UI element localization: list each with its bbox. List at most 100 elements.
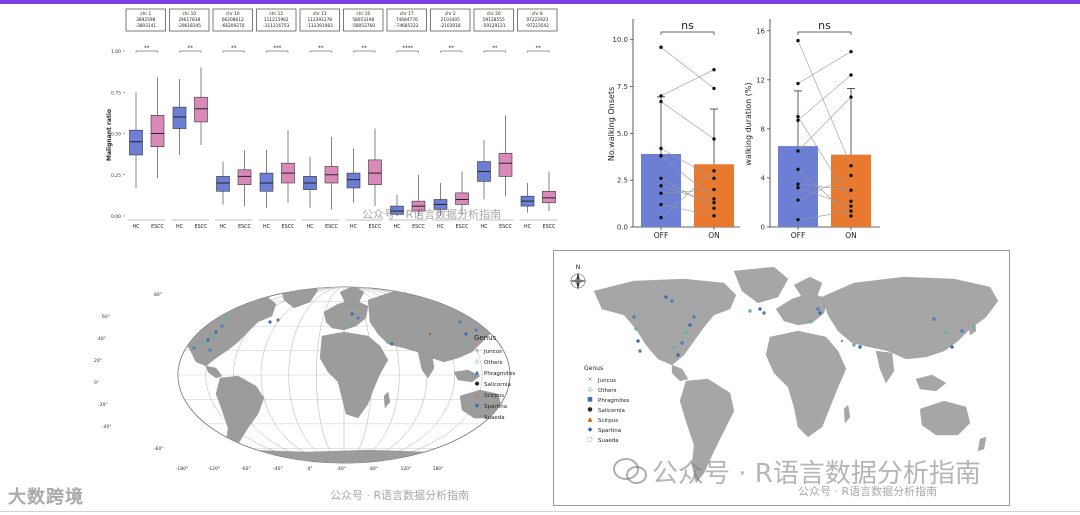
map1-lat-label-0: 80° [154, 292, 162, 298]
map1-meridian-11 [205, 287, 483, 463]
group-label-8-1: ESCC [499, 224, 512, 230]
bar2-point-off-1 [796, 81, 800, 86]
bar2-point-on-1 [849, 49, 853, 54]
sig-label-2: ** [231, 46, 237, 52]
watermark-small-3: 公众号 · R语言数据分析指南 [362, 208, 502, 221]
map2-frame [553, 250, 1010, 506]
bar1-point-off-4 [659, 154, 663, 158]
sig-bracket-0 [135, 50, 158, 53]
bar1-sig-label: ns [681, 19, 694, 32]
sig-label-6: **** [402, 46, 413, 52]
map2-point-2 [636, 339, 640, 343]
boxplot-ytick-2: 0.50 [111, 132, 121, 138]
map2-point-12 [762, 311, 766, 315]
map2-legend-label-3: Salicornia [598, 408, 625, 414]
group-label-5-0: HC [350, 224, 358, 230]
panel-header-line-1-2: -29618345 [178, 23, 202, 29]
map1-legend-label-0: Juncus [483, 349, 502, 355]
bar2-point-off-9 [796, 217, 800, 222]
box-2-1 [237, 169, 252, 185]
panel-header-2 [212, 8, 253, 32]
bar2-pair-line-6 [797, 183, 852, 191]
map1-meridian-8 [288, 287, 400, 463]
group-label-1-0: HC [176, 224, 184, 230]
group-label-9-1: ESCC [543, 224, 556, 230]
bar1-point-on-2 [712, 137, 716, 141]
map1-lon-label-3: -40° [273, 466, 283, 472]
bar2-ytick-1: 4 [761, 174, 766, 182]
bar2-point-on-9 [849, 209, 853, 213]
map1-legend-symbol-0: × [475, 348, 480, 354]
bar2-point-off-7 [796, 186, 800, 190]
map1-legend-label-6: Suaeda [484, 415, 505, 421]
group-label-1-1: ESCC [195, 224, 208, 230]
map2-legend-label-0: Juncus [597, 378, 616, 384]
panel-header-line-8-2: -59129121 [482, 23, 506, 29]
bar1-pair-line-3 [660, 148, 715, 179]
map2-legend-symbol-6: □ [587, 436, 593, 443]
bar2-ytick-0: 0 [761, 224, 765, 232]
panel-header-line-2-0: chr 10 [226, 11, 240, 17]
bar1-ytick-1: 2.5 [617, 177, 628, 185]
bar2-point-on-2 [849, 199, 853, 203]
map2-legend-label-2: Phragmites [598, 398, 629, 404]
bar2-point-on-5 [849, 214, 853, 218]
map1-lon-label-7: 120° [401, 466, 412, 472]
map1-lon-label-5: 40° [338, 466, 346, 472]
bar2-point-on-4 [849, 95, 853, 99]
group-label-4-0: HC [307, 224, 315, 230]
map2-point-4 [672, 345, 676, 349]
map1-sample-points [178, 312, 478, 352]
map1-lat-label-6: -40° [102, 424, 112, 430]
watermark-small-2: 公众号 · R语言数据分析指南 [798, 485, 938, 498]
map1-lat-label-4: 0° [94, 380, 99, 386]
map1-point-6 [208, 348, 212, 352]
sig-bracket-6 [396, 50, 419, 53]
map1-legend-label-3: Salicornia [484, 382, 511, 388]
map2-point-11 [758, 307, 762, 311]
panel-header-line-7-0: chr 2 [445, 11, 456, 17]
box-9-1 [542, 190, 556, 204]
bar1-sig-bracket [660, 31, 715, 35]
map1-legend-symbol-1: ◎ [475, 359, 480, 365]
panel-header-line-0-1: 3892598 [136, 17, 155, 23]
bar2-pair-line-4 [797, 96, 852, 152]
bar1-point-on-6 [712, 200, 716, 205]
panel-header-8 [473, 8, 514, 32]
flat-world-map: N Genus × Juncus◎ Others■ Phragmites● Sal [569, 264, 999, 484]
map2-legend-label-4: Scirpus [598, 418, 618, 424]
map2-point-13 [808, 319, 812, 323]
bar2-point-off-5 [796, 167, 800, 172]
bar2-point-off-0 [796, 38, 800, 43]
panel-header-line-5-1: 58053198 [352, 17, 374, 23]
map2-legend-label-5: Spartina [598, 428, 621, 434]
map1-point-red [429, 333, 431, 335]
map1-legend-symbol-5: ◆ [475, 403, 480, 409]
bar2-ytick-2: 8 [761, 125, 765, 133]
sig-bracket-8 [483, 50, 506, 53]
map1-point-2 [186, 334, 190, 338]
watermark-small-1: 公众号 · R语言数据分析指南 [330, 489, 470, 502]
panel-header-7 [430, 8, 471, 32]
bar2-point-on-7 [849, 204, 853, 208]
sig-label-1: ** [188, 46, 194, 52]
group-label-0-0: HC [133, 224, 141, 230]
sig-bracket-3 [266, 50, 289, 53]
panel-header-line-8-1: 59128555 [483, 17, 505, 23]
bar2-pair-line-8 [797, 175, 852, 201]
bar1-xtick-ON: ON [708, 231, 720, 240]
box-6-0 [390, 205, 404, 215]
map1-point-14 [350, 312, 354, 316]
box-0-0 [129, 129, 143, 156]
map1-legend-label-5: Spartina [484, 404, 507, 410]
group-label-9-0: HC [524, 224, 532, 230]
bar2-pair-line-0 [797, 40, 852, 166]
map1-point-19 [462, 342, 466, 346]
boxplot-ytick-0: 0.00 [111, 214, 121, 220]
map1-point-7 [210, 334, 214, 338]
map1-point-4 [202, 342, 206, 346]
map2-point-17 [858, 345, 862, 349]
bar2-ylabel: walking duration (%) [744, 82, 753, 165]
panel-header-line-0-2: -3893141 [135, 23, 156, 29]
bar1-ytick-2: 5.0 [617, 130, 628, 138]
